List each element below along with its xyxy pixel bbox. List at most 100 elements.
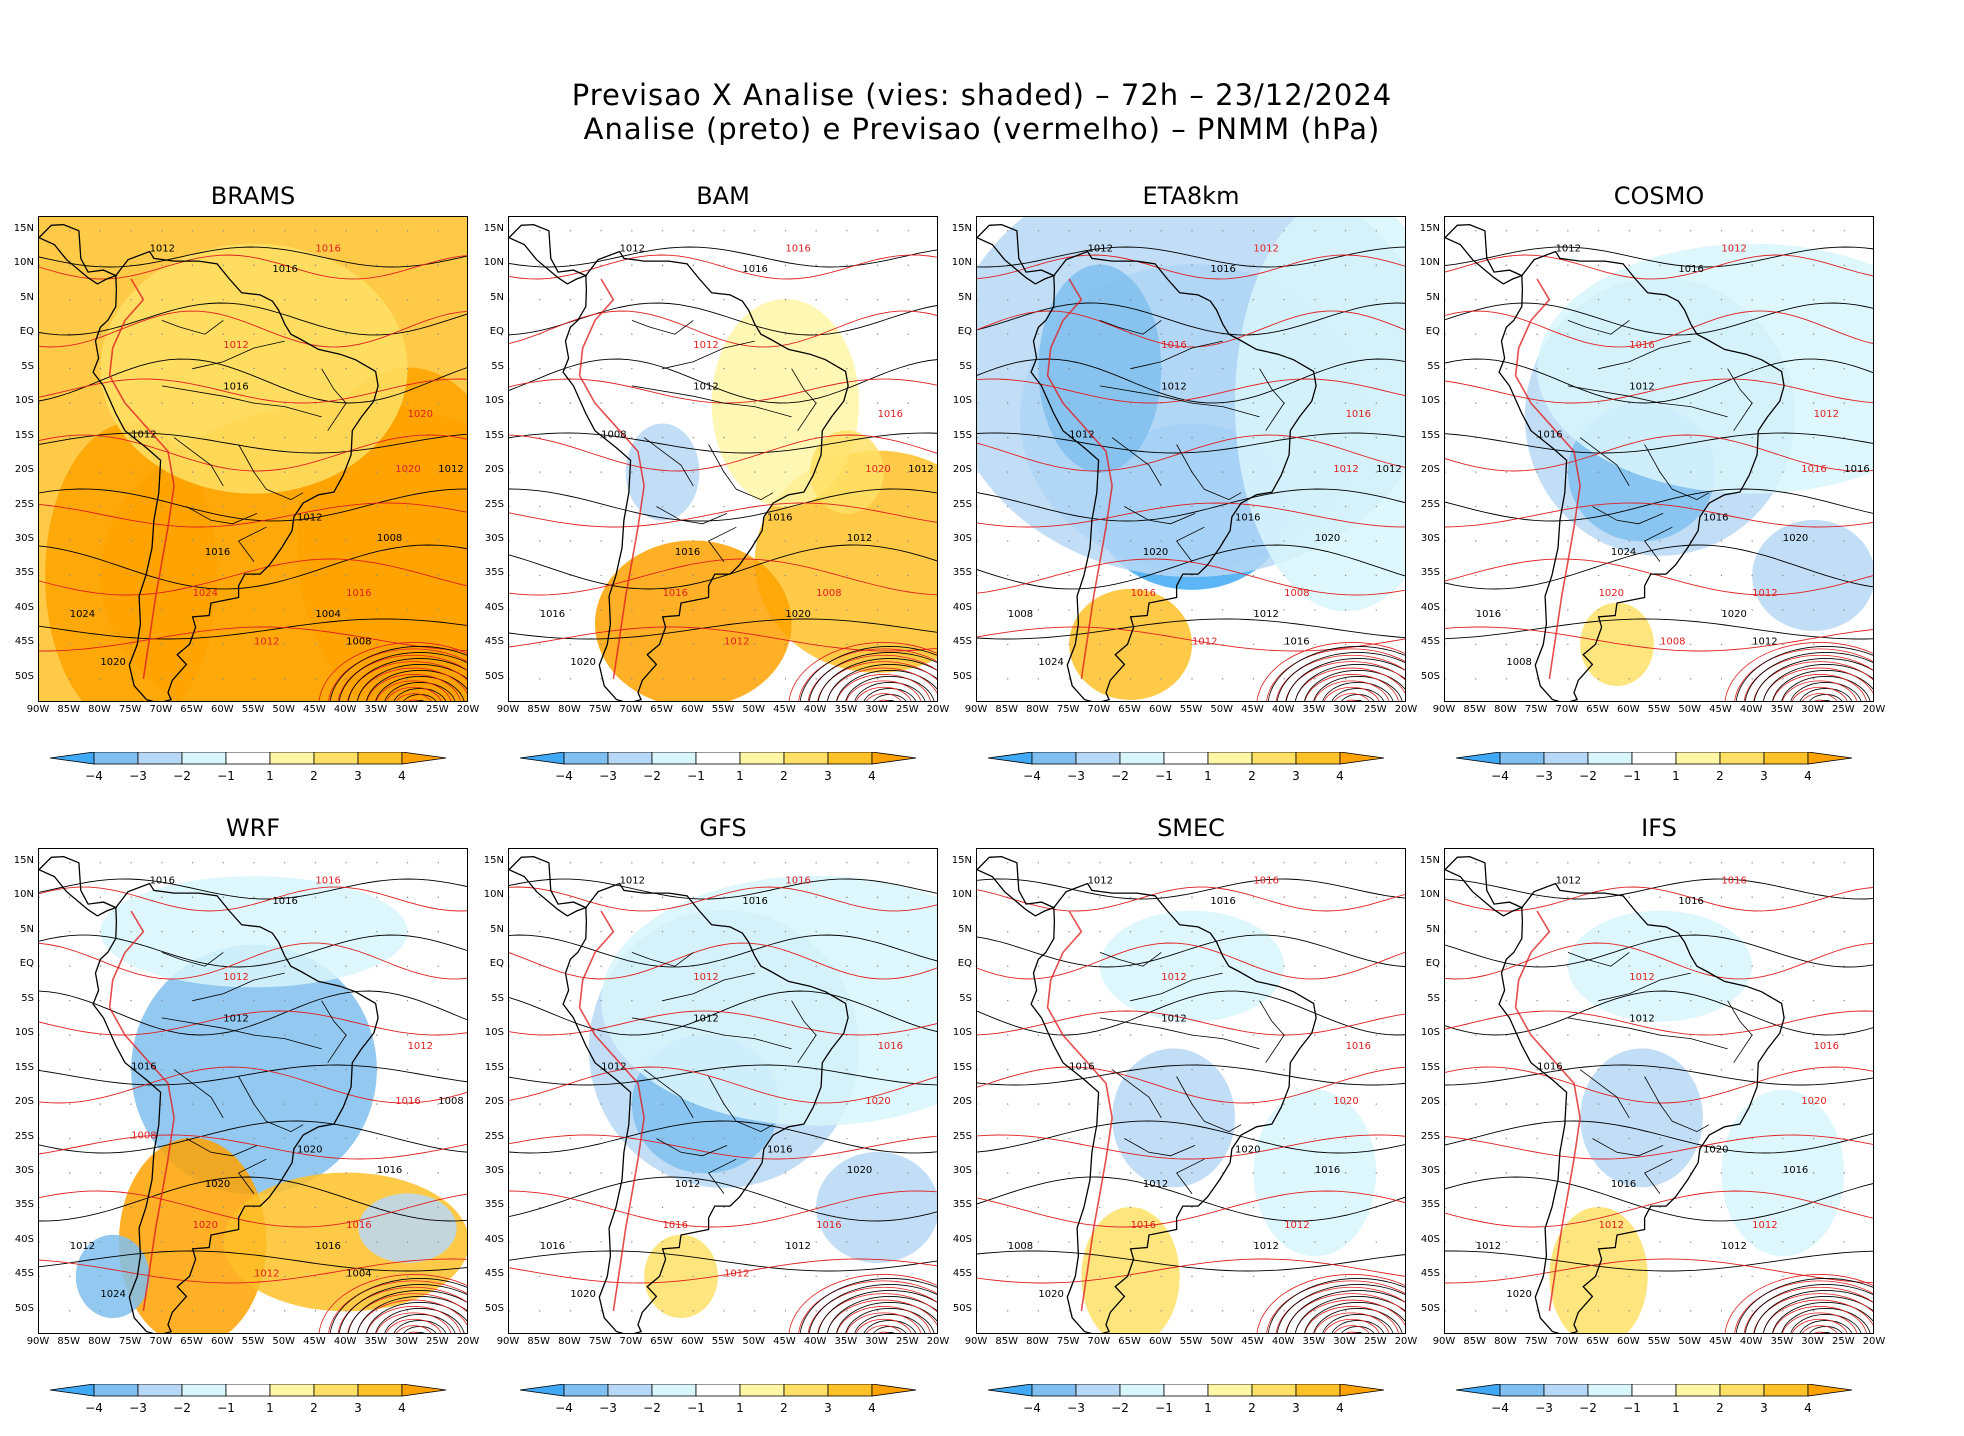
lon-tick-label: 65W (1118, 704, 1141, 715)
analysis-contour-label: 1008 (438, 1096, 463, 1107)
low-isobar-ring (347, 661, 467, 701)
lon-tick-label: 60W (210, 1336, 234, 1347)
analysis-contour-label: 1012 (693, 1013, 718, 1024)
forecast-isobar (977, 434, 1405, 472)
colorbar-segment (695, 751, 741, 765)
colorbar-tick-label: −4 (1491, 1401, 1509, 1415)
colorbar-segment (1207, 751, 1253, 765)
analysis-contour-label: 1008 (377, 533, 402, 544)
country-border (186, 1138, 258, 1157)
low-isobar-ring (788, 1274, 937, 1333)
country-border (173, 437, 224, 487)
analysis-contour-label: 1016 (1537, 1062, 1562, 1073)
lon-tick-label: 65W (1586, 704, 1609, 715)
colorbar-tick-label: −4 (555, 769, 573, 783)
low-isobar-ring (328, 648, 467, 701)
lat-tick-label: EQ (1425, 958, 1440, 970)
forecast-contour-label: 1012 (254, 1268, 279, 1279)
lon-tick-label: 45W (773, 704, 796, 715)
colorbar-segment (1455, 1383, 1501, 1397)
colorbar-segment (1587, 751, 1633, 765)
analysis-isobar (39, 1064, 467, 1086)
lon-tick-label: 70W (1555, 1336, 1579, 1347)
lon-tick-label: 45W (303, 1336, 326, 1347)
lon-tick-label: 40W (1739, 704, 1763, 715)
colorbar-segment (1719, 1383, 1765, 1397)
lon-tick-label: 50W (1210, 704, 1234, 715)
lat-tick-label: 15S (484, 429, 504, 441)
lon-tick-label: 40W (1271, 704, 1295, 715)
central-america-coastline (1445, 855, 1524, 917)
map-frame: 1012 1016 1016 1012 1012 1008 1024 1020 1016 1004… (38, 216, 468, 702)
lon-tick-label: 25W (895, 704, 919, 715)
analysis-isobar (39, 544, 467, 590)
lat-tick-label: 50S (14, 1302, 34, 1314)
analysis-isobar (39, 1176, 467, 1222)
low-isobar-ring (1331, 1320, 1385, 1333)
low-isobar-ring (873, 694, 907, 701)
map-frame: 1012 1016 1012 1012 1016 1020 1016 1020 1012 1012… (508, 848, 938, 1334)
analysis-contour-label: 1024 (100, 1289, 125, 1300)
south-america-coastline (92, 882, 379, 1333)
country-border (1175, 1158, 1205, 1194)
analysis-isobar (1445, 302, 1873, 336)
colorbar-segment (1339, 1383, 1385, 1397)
low-isobar-ring (1772, 670, 1873, 701)
analysis-isobar (1445, 1250, 1873, 1272)
map-svg: 1012 1016 1012 1016 1020 1016 1008 1020 1012 1012… (977, 855, 1405, 1333)
forecast-contour-label: 1016 (315, 243, 340, 254)
country-border (1592, 1138, 1664, 1157)
colorbar-segment (783, 751, 829, 765)
lon-tick-label: 20W (1394, 1336, 1418, 1347)
forecast-isobar (39, 254, 467, 280)
panel-title: WRF (225, 814, 281, 842)
colorbar-segment (93, 751, 139, 765)
map-panel: BAM 1012 1016 1012 1008 1016 1012 1016 1020 1016 1… (470, 180, 950, 800)
lat-tick-label: 45S (484, 636, 504, 648)
lon-tick-label: 30W (865, 1336, 888, 1347)
analysis-contour-label: 1012 (131, 430, 156, 441)
country-border (1175, 526, 1205, 562)
low-isobar-ring (1802, 693, 1838, 701)
country-border (1259, 368, 1285, 431)
colorbar-segment (1499, 751, 1545, 765)
forecast-isobar (509, 1258, 937, 1284)
analysis-contour-label: 1016 (1476, 609, 1501, 620)
lat-tick-label: 40S (1420, 601, 1440, 613)
lon-tick-label: 35W (364, 704, 388, 715)
lon-tick-label: 25W (1363, 1336, 1387, 1347)
lat-tick-label: 45S (952, 636, 972, 648)
lat-tick-label: 10S (952, 1027, 972, 1039)
low-isobar-ring (1734, 1280, 1873, 1333)
lon-tick-label: 60W (680, 704, 704, 715)
low-isobar-ring (1790, 1314, 1862, 1333)
low-isobar-ring (1820, 700, 1831, 701)
lat-tick-label: 25S (952, 498, 972, 510)
colorbar-segment (1763, 1383, 1809, 1397)
analysis-contour-label: 1012 (1752, 636, 1777, 647)
lon-tick-label: 85W (57, 704, 81, 715)
lat-tick-label: EQ (1425, 326, 1440, 338)
lat-tick-label: 40S (14, 601, 34, 613)
low-isobar-ring (1314, 1312, 1390, 1333)
low-isobar-ring (393, 688, 447, 701)
forecast-isobar (977, 886, 1405, 912)
analysis-contour-label: 1020 (1783, 533, 1808, 544)
lon-tick-label: 55W (1647, 704, 1671, 715)
lat-tick-label: 30S (484, 533, 504, 544)
analysis-isobar (1445, 544, 1873, 590)
country-border (1598, 340, 1691, 370)
lon-tick-label: 30W (1801, 1336, 1824, 1347)
panel-title: IFS (1641, 814, 1677, 842)
colorbar-tick-label: 2 (310, 769, 318, 783)
chart-title-line1: Previsao X Analise (vies: shaded) – 72h … (571, 78, 1393, 112)
low-isobar-ring (799, 646, 937, 701)
analysis-contour-label: 1012 (438, 464, 463, 475)
analysis-contour-label: 1016 (1844, 464, 1869, 475)
low-isobar-ring (1762, 667, 1873, 701)
analysis-contour-label: 1012 (785, 1241, 810, 1252)
lat-tick-label: 20S (1420, 1096, 1440, 1108)
low-isobar-ring (1724, 1274, 1873, 1333)
lat-tick-label: 5S (21, 992, 34, 1004)
country-border (1643, 1158, 1673, 1194)
